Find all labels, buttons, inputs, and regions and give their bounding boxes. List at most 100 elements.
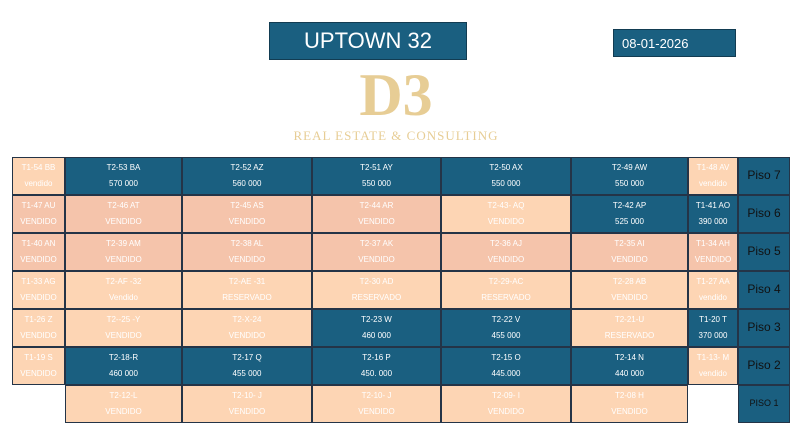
- unit-cell[interactable]: T2-29-AC RESERVADO: [441, 271, 571, 309]
- unit-status: 560 000: [232, 178, 262, 188]
- unit-cell[interactable]: T1-41 AO 390 000: [688, 195, 738, 233]
- unit-id: T1-47 AU: [21, 200, 56, 210]
- unit-cell[interactable]: T1-33 AG VENDIDO: [12, 271, 65, 309]
- unit-status: vendido: [698, 368, 728, 378]
- unit-cell[interactable]: T2-21-U RESERVADO: [571, 309, 688, 347]
- unit-cell[interactable]: T1-48 AV vendido: [688, 157, 738, 195]
- unit-status: VENDIDO: [105, 216, 142, 226]
- unit-id: T2-08 H: [615, 390, 644, 400]
- unit-cell[interactable]: T2-28 AB VENDIDO: [571, 271, 688, 309]
- unit-status: VENDIDO: [228, 330, 266, 340]
- unit-id: T2-17 Q: [232, 352, 262, 362]
- unit-cell[interactable]: T2-15 O 445.000: [441, 347, 571, 385]
- unit-status: RESERVADO: [222, 292, 272, 302]
- unit-status: 550 000: [491, 178, 521, 188]
- unit-id: T1-26 Z: [24, 314, 53, 324]
- unit-cell[interactable]: T2-42 AP 525 000: [571, 195, 688, 233]
- unit-cell[interactable]: T2-49 AW 550 000: [571, 157, 688, 195]
- unit-cell[interactable]: T2-38 AL VENDIDO: [182, 233, 312, 271]
- unit-status: 550 000: [615, 178, 644, 188]
- unit-cell[interactable]: T2-44 AR VENDIDO: [312, 195, 441, 233]
- unit-id: T2-43- AQ: [487, 200, 525, 210]
- unit-cell[interactable]: T1-47 AU VENDIDO: [12, 195, 65, 233]
- unit-id: T2-37 AK: [359, 238, 394, 248]
- unit-cell[interactable]: T1-19 S VENDIDO: [12, 347, 65, 385]
- unit-cell[interactable]: T2-36 AJ VENDIDO: [441, 233, 571, 271]
- unit-cell[interactable]: T1-26 Z VENDIDO: [12, 309, 65, 347]
- floor-label: PISO 1: [738, 385, 790, 423]
- unit-cell[interactable]: T2-AF -32 Vendido: [65, 271, 182, 309]
- unit-status: VENDIDO: [358, 254, 395, 264]
- unit-status: VENDIDO: [611, 292, 648, 302]
- unit-status: VENDIDO: [228, 406, 266, 416]
- unit-cell[interactable]: T2-35 AI VENDIDO: [571, 233, 688, 271]
- unit-cell[interactable]: T2-43- AQ VENDIDO: [441, 195, 571, 233]
- unit-status: VENDIDO: [20, 368, 57, 378]
- watermark-logo: D3 REAL ESTATE & CONSULTING: [0, 62, 792, 154]
- unit-status: VENDIDO: [611, 254, 648, 264]
- unit-id: T2-14 N: [615, 352, 644, 362]
- unit-cell[interactable]: T2-45 AS VENDIDO: [182, 195, 312, 233]
- unit-id: T2-45 AS: [230, 200, 264, 210]
- unit-id: T1-13- M: [696, 352, 730, 362]
- unit-cell[interactable]: T2-30 AD RESERVADO: [312, 271, 441, 309]
- unit-id: T2-49 AW: [611, 162, 648, 172]
- unit-cell[interactable]: T2-52 AZ 560 000: [182, 157, 312, 195]
- unit-cell[interactable]: T2-23 W 460 000: [312, 309, 441, 347]
- unit-id: T2-12-L: [109, 390, 138, 400]
- unit-cell[interactable]: T2-37 AK VENDIDO: [312, 233, 441, 271]
- unit-cell[interactable]: T2-10- J VENDIDO: [312, 385, 441, 423]
- unit-cell[interactable]: T2-39 AM VENDIDO: [65, 233, 182, 271]
- unit-cell[interactable]: T2-16 P 450. 000: [312, 347, 441, 385]
- unit-cell[interactable]: T2-22 V 455 000: [441, 309, 571, 347]
- unit-cell[interactable]: T2-53 BA 570 000: [65, 157, 182, 195]
- unit-id: T2-09- I: [491, 390, 520, 400]
- unit-id: T2-22 V: [491, 314, 521, 324]
- unit-cell[interactable]: T2-09- I VENDIDO: [441, 385, 571, 423]
- unit-id: T2-39 AM: [106, 238, 141, 248]
- unit-id: T2-16 P: [362, 352, 391, 362]
- unit-cell[interactable]: T2--25 -Y VENDIDO: [65, 309, 182, 347]
- unit-grid: T1-54 BB vendido T2-53 BA 570 000 T2-52 AZ 56…: [12, 157, 790, 423]
- unit-status: 550 000: [362, 178, 391, 188]
- unit-cell[interactable]: T2-50 AX 550 000: [441, 157, 571, 195]
- unit-cell[interactable]: T2-51 AY 550 000: [312, 157, 441, 195]
- unit-id: T1-33 AG: [21, 276, 56, 286]
- unit-cell[interactable]: T2-17 Q 455 000: [182, 347, 312, 385]
- unit-cell[interactable]: T1-27 AA vendido: [688, 271, 738, 309]
- unit-id: T2-35 AI: [614, 238, 645, 248]
- unit-cell[interactable]: T2-46 AT VENDIDO: [65, 195, 182, 233]
- unit-cell[interactable]: T1-20 T 370 000: [688, 309, 738, 347]
- unit-cell[interactable]: T2-12-L VENDIDO: [65, 385, 182, 423]
- unit-status: 460 000: [109, 368, 138, 378]
- unit-id: T2-38 AL: [230, 238, 264, 248]
- unit-cell[interactable]: T2-AE -31 RESERVADO: [182, 271, 312, 309]
- unit-status: VENDIDO: [20, 292, 57, 302]
- unit-id: T1-19 S: [24, 352, 53, 362]
- unit-id: T2-50 AX: [489, 162, 523, 172]
- unit-status: 445.000: [491, 368, 521, 378]
- unit-cell[interactable]: T2-X-24 VENDIDO: [182, 309, 312, 347]
- unit-status: 390 000: [698, 216, 728, 226]
- unit-cell[interactable]: T1-40 AN VENDIDO: [12, 233, 65, 271]
- unit-cell[interactable]: T2-14 N 440 000: [571, 347, 688, 385]
- unit-id: T2-30 AD: [359, 276, 394, 286]
- unit-cell[interactable]: T1-13- M vendido: [688, 347, 738, 385]
- unit-id: T2-53 BA: [106, 162, 141, 172]
- unit-id: T2-51 AY: [360, 162, 393, 172]
- unit-id: T2-23 W: [361, 314, 392, 324]
- unit-status: 440 000: [615, 368, 644, 378]
- unit-cell[interactable]: T1-54 BB vendido: [12, 157, 65, 195]
- unit-cell[interactable]: T1-34 AH VENDIDO: [688, 233, 738, 271]
- unit-id: T1-48 AV: [696, 162, 730, 172]
- unit-status: VENDIDO: [487, 406, 525, 416]
- unit-cell[interactable]: T2-08 H VENDIDO: [571, 385, 688, 423]
- unit-cell[interactable]: T2-10- J VENDIDO: [182, 385, 312, 423]
- floor-label: Piso 5: [738, 233, 790, 271]
- unit-status: vendido: [698, 178, 728, 188]
- unit-status: RESERVADO: [604, 330, 655, 340]
- unit-id: T2-10- J: [361, 390, 392, 400]
- unit-cell[interactable]: T2-18-R 460 000: [65, 347, 182, 385]
- unit-status: VENDIDO: [358, 216, 395, 226]
- unit-id: T1-54 BB: [21, 162, 56, 172]
